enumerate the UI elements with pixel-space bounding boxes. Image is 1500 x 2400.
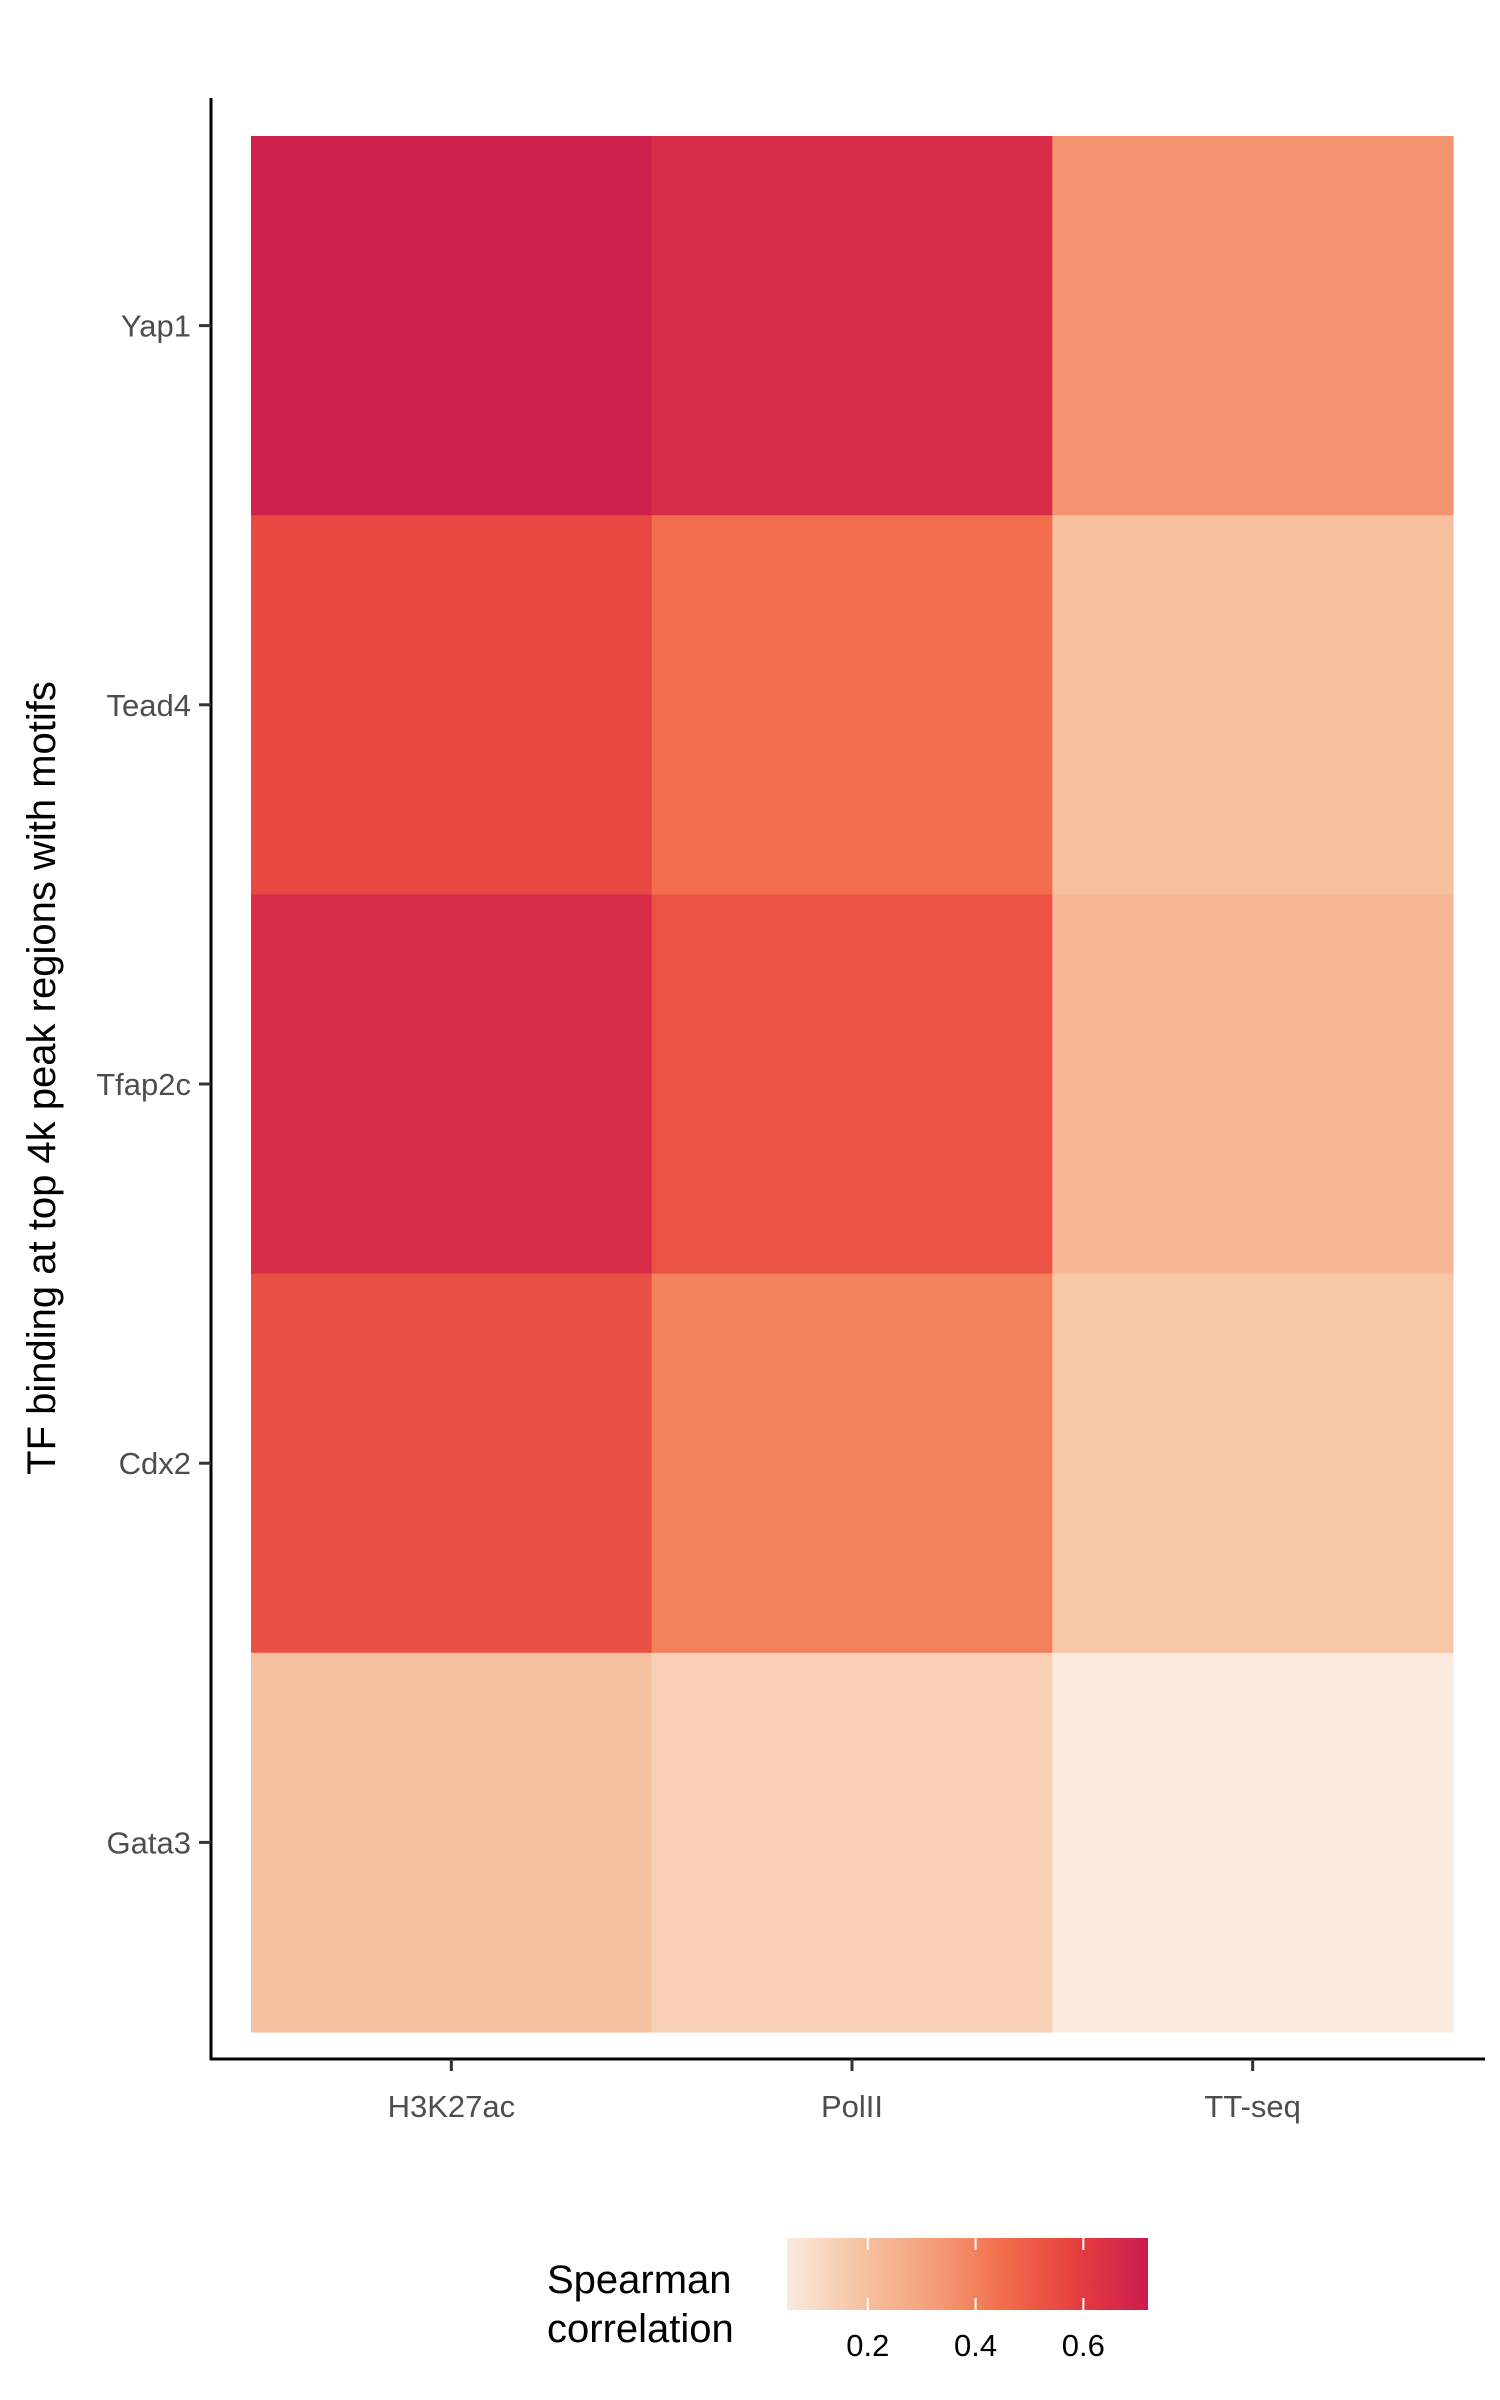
legend-title-line-2: correlation [547,2307,734,2351]
heatmap-cell-tead4-polii [651,515,1053,895]
heatmap-cell-tead4-tt-seq [1052,515,1454,895]
heatmap-cell-tfap2c-h3k27ac [251,894,653,1275]
heatmap-cell-cdx2-tt-seq [1052,1273,1454,1654]
y-tick-label-tead4: Tead4 [107,688,191,723]
y-tick-label-gata3: Gata3 [107,1825,191,1860]
legend-title-line-1: Spearman [547,2258,732,2302]
heatmap-cell-gata3-h3k27ac [251,1652,653,2033]
legend-tick-label: 0.4 [954,2328,997,2363]
heatmap-cell-tfap2c-tt-seq [1052,894,1454,1275]
heatmap-cell-tfap2c-polii [651,894,1053,1275]
legend-colorbar [787,2238,1148,2310]
x-tick-label-h3k27ac: H3K27ac [388,2089,516,2124]
y-ticks: Yap1 Tead4 Tfap2c Cdx2 Gata3 [96,309,211,1860]
y-tick-label-yap1: Yap1 [121,309,191,344]
heatmap-cells [251,136,1454,2033]
heatmap-cell-cdx2-h3k27ac [251,1273,653,1654]
y-axis-title: TF binding at top 4k peak regions with m… [20,681,64,1475]
y-tick-label-cdx2: Cdx2 [119,1446,191,1481]
x-tick-label-polii: PolII [821,2089,883,2124]
heatmap-cell-yap1-h3k27ac [251,136,653,516]
x-ticks: H3K27ac PolII TT-seq [388,2059,1301,2124]
legend-tick-label: 0.6 [1062,2328,1105,2363]
legend-ticks: 0.2 0.4 0.6 [846,2238,1105,2363]
heatmap-cell-yap1-polii [651,136,1053,516]
legend: Spearman correlation 0.2 0.4 0.6 [547,2238,1148,2363]
heatmap-cell-yap1-tt-seq [1052,136,1454,516]
y-tick-label-tfap2c: Tfap2c [96,1067,191,1102]
heatmap-cell-gata3-tt-seq [1052,1652,1454,2033]
axes [209,98,1485,2061]
heatmap-cell-tead4-h3k27ac [251,515,653,895]
legend-tick-label: 0.2 [846,2328,889,2363]
heatmap-cell-gata3-polii [651,1652,1053,2033]
heatmap-cell-cdx2-polii [651,1273,1053,1654]
x-tick-label-tt-seq: TT-seq [1204,2089,1300,2124]
